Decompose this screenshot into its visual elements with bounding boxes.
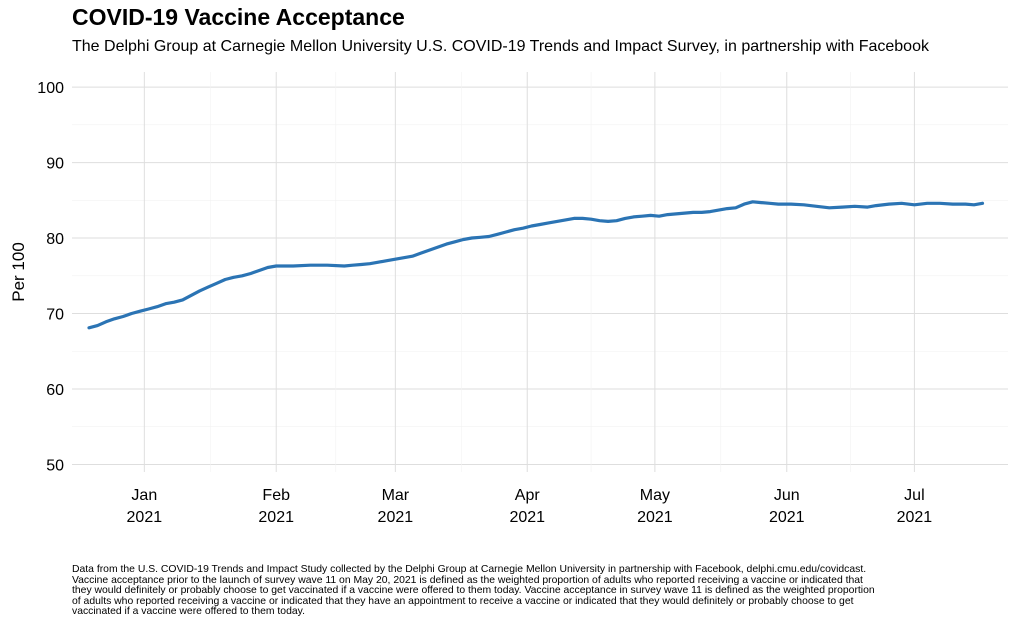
series-group (87, 200, 985, 330)
x-tick-label-year: 2021 (127, 509, 163, 526)
x-tick-label: Jul (904, 487, 924, 504)
y-tick-label: 70 (46, 307, 64, 324)
y-tick-label: 100 (37, 80, 64, 97)
chart-title: COVID-19 Vaccine Acceptance (72, 4, 405, 30)
x-tick-label-year: 2021 (509, 509, 545, 526)
x-axis: Jan 2021 Feb 2021 Mar 2021 Apr 2021 May 2021 Jun 20… (127, 487, 933, 526)
x-tick-label: May (640, 487, 670, 504)
y-tick-label: 50 (46, 457, 64, 474)
x-tick-label-year: 2021 (897, 509, 933, 526)
chart-subtitle: The Delphi Group at Carnegie Mellon Univ… (72, 38, 929, 55)
caption-line: vaccinated if a vaccine were offered to … (72, 606, 305, 618)
caption-line: Data from the U.S. COVID-19 Trends and I… (72, 564, 867, 575)
caption-line: they would definitely or probably choose… (72, 585, 875, 597)
line-chart: 50 60 70 80 90 100 Jan 2021 Feb 2021 Mar 2021 Apr 20… (9, 72, 1008, 526)
y-tick-label: 60 (46, 382, 64, 399)
x-tick-label: Apr (515, 487, 541, 504)
x-tick-label: Mar (382, 487, 410, 504)
y-axis: 50 60 70 80 90 100 (37, 80, 64, 474)
x-tick-label-year: 2021 (258, 509, 294, 526)
y-axis-label: Per 100 (9, 242, 28, 302)
y-tick-label: 80 (46, 231, 64, 248)
grid-lines (72, 72, 1008, 472)
chart-caption: Data from the U.S. COVID-19 Trends and I… (72, 564, 972, 618)
series-line (87, 200, 985, 330)
x-tick-label: Feb (262, 487, 290, 504)
y-tick-label: 90 (46, 156, 64, 173)
x-tick-label: Jan (131, 487, 157, 504)
x-tick-label-year: 2021 (769, 509, 805, 526)
x-tick-label-year: 2021 (637, 509, 673, 526)
x-tick-label: Jun (774, 487, 800, 504)
caption-line: of adults who reported receiving a vacci… (72, 595, 854, 607)
caption-line: Vaccine acceptance prior to the launch o… (72, 574, 863, 586)
x-tick-label-year: 2021 (378, 509, 414, 526)
